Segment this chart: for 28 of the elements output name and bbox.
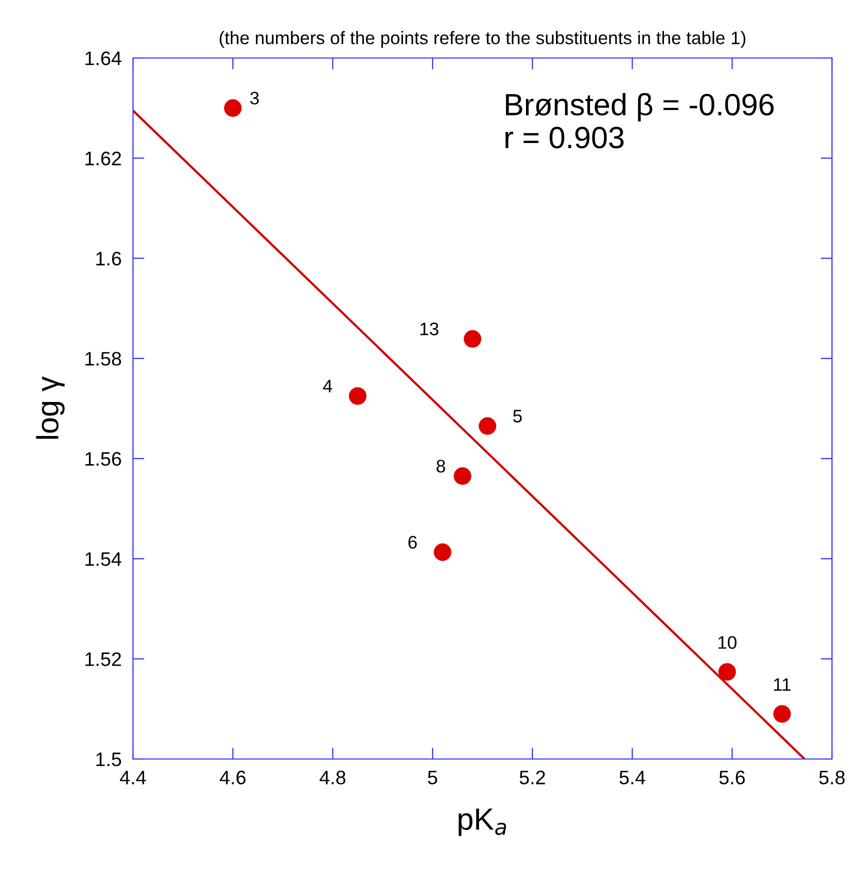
annotation: 11 [774, 678, 791, 691]
annotation: 13 [420, 322, 438, 336]
annotation: 6 [408, 536, 417, 549]
x-tick-label: 5.2 [520, 770, 545, 784]
y-axis-title: log γ [36, 376, 65, 439]
y-tick-label: 1.62 [86, 152, 121, 166]
annotation: 8 [436, 460, 446, 473]
x-tick-label: 5.6 [719, 770, 745, 784]
y-tick-label: 1.52 [86, 652, 121, 666]
annotation: Brønsted β = -0.096 r = 0.903 [506, 93, 774, 148]
annotation: 4 [323, 380, 332, 392]
y-tick-label: 1.56 [86, 452, 122, 466]
y-tick-label: 1.58 [86, 352, 122, 366]
y-tick-label: 1.54 [86, 552, 122, 566]
annotation: 3 [250, 92, 259, 105]
x-axis-title: pK$_{a}$ [458, 808, 506, 836]
x-tick-label: 5.4 [620, 770, 646, 784]
annotation: 10 [718, 636, 736, 649]
annotation: 5 [513, 410, 522, 422]
x-tick-label: 5 [428, 770, 438, 784]
y-tick-label: 1.5 [96, 752, 122, 766]
x-tick-label: 5.8 [819, 770, 845, 784]
y-tick-label: 1.64 [86, 51, 122, 66]
chart-title: (the numbers of the points refere to the substituents in the table 1) [220, 31, 746, 48]
y-tick-label: 1.6 [96, 252, 122, 266]
x-tick-label: 4.6 [220, 770, 246, 784]
x-tick-label: 4.4 [120, 770, 146, 784]
x-tick-label: 4.8 [320, 770, 346, 784]
